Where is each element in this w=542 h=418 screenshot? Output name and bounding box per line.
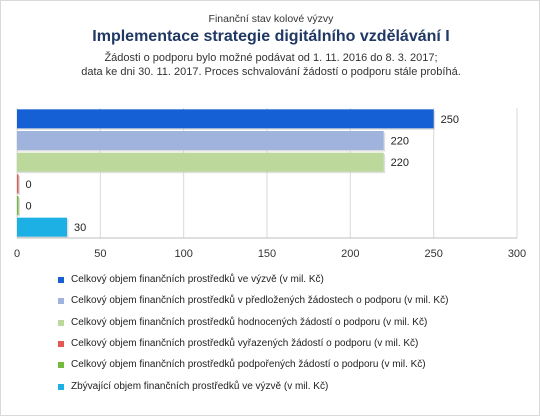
legend-label: Celkový objem finančních prostředků v př…: [71, 295, 449, 307]
legend-swatch: [58, 298, 64, 305]
legend-label: Celkový objem finančních prostředků podp…: [71, 359, 426, 371]
bar: [17, 196, 19, 215]
legend-swatch: [58, 277, 64, 283]
x-tick-label: 250: [424, 248, 442, 260]
bar: [17, 152, 384, 172]
bar: [17, 109, 434, 129]
bar: [17, 174, 19, 194]
legend-label: Celkový objem finančních prostředků hodn…: [71, 316, 428, 328]
legend-label: Celkový objem finančních prostředků vyřa…: [71, 337, 419, 349]
bar: [17, 131, 384, 150]
x-tick-label: 150: [258, 248, 276, 260]
bar-data-label: 250: [441, 114, 459, 126]
legend-swatch: [58, 362, 64, 369]
legend-swatch: [58, 383, 64, 390]
x-tick-label: 0: [14, 248, 20, 260]
bar: [17, 217, 67, 237]
chart-subtitle-line1: Žádosti o podporu bylo možné podávat od …: [104, 52, 438, 64]
bar-data-label: 0: [26, 201, 32, 213]
x-tick-label: 100: [174, 248, 192, 260]
x-tick-label: 50: [94, 248, 106, 260]
chart-title: Implementace strategie digitálního vzděl…: [92, 28, 450, 45]
chart-subtitle-line2: data ke dni 30. 11. 2017. Proces schvalo…: [81, 66, 461, 78]
legend-swatch: [58, 319, 64, 326]
bar-data-label: 220: [391, 136, 409, 148]
bar-data-label: 220: [391, 157, 409, 169]
x-tick-label: 300: [508, 248, 526, 260]
bar-data-label: 0: [26, 179, 32, 191]
legend-label: Zbývající objem finančních prostředků ve…: [71, 380, 329, 392]
legend-swatch: [58, 340, 64, 347]
x-tick-label: 200: [341, 248, 359, 260]
legend-label: Celkový objem finančních prostředků ve v…: [71, 274, 324, 285]
bar-data-label: 30: [74, 222, 86, 234]
chart-supertitle: Finanční stav kolové výzvy: [208, 13, 334, 25]
